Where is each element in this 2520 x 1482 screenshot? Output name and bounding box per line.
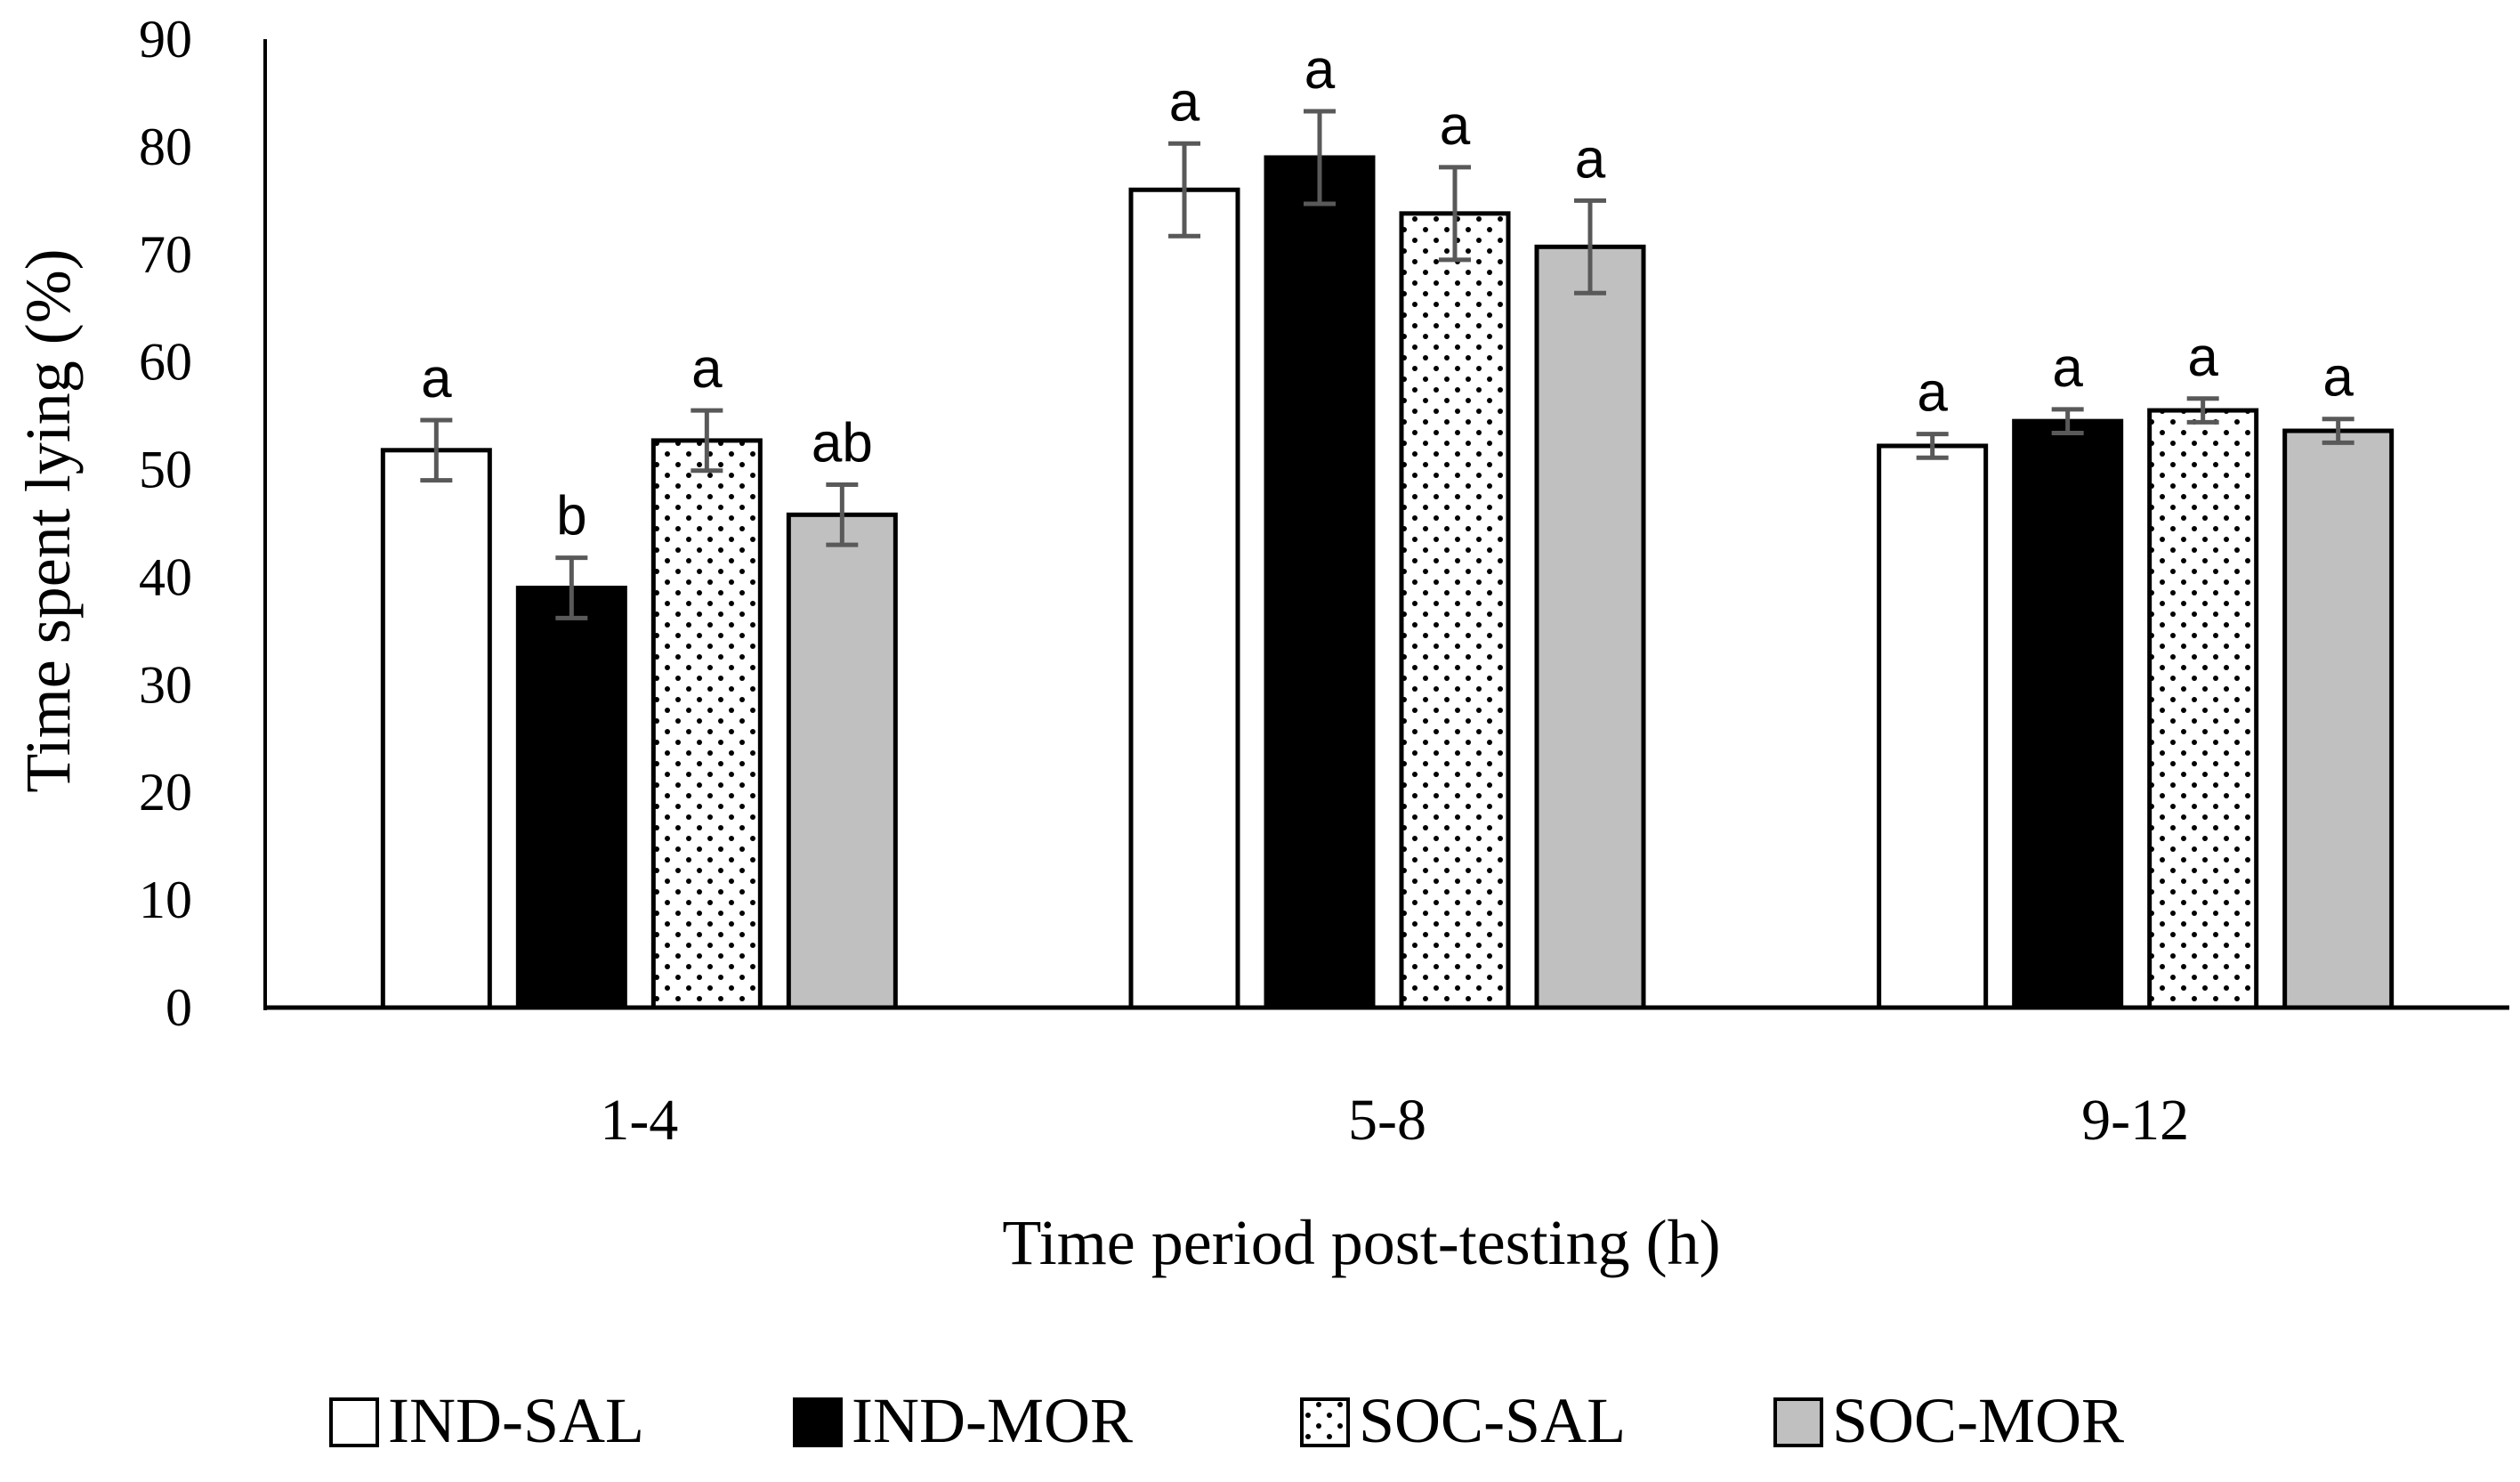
- legend-label: IND-MOR: [852, 1385, 1133, 1456]
- y-tick-label: 80: [139, 117, 192, 176]
- bar: [380, 448, 492, 1010]
- x-axis-title: Time period post-testing (h): [1002, 1207, 1720, 1278]
- significance-label: a: [1169, 71, 1200, 133]
- legend-swatch: [1300, 1397, 1350, 1447]
- legend-swatch: [793, 1397, 843, 1447]
- bar: [1399, 211, 1511, 1010]
- bar: [2147, 408, 2259, 1010]
- x-category-label: 1-4: [600, 1088, 678, 1153]
- bar: [2012, 418, 2124, 1010]
- bar: [1877, 443, 1989, 1010]
- significance-label: a: [421, 348, 452, 409]
- significance-label: a: [2052, 337, 2083, 399]
- legend-swatch: [329, 1397, 379, 1447]
- significance-label: a: [1304, 39, 1336, 101]
- bar: [650, 438, 763, 1010]
- y-tick-label: 30: [139, 655, 192, 714]
- significance-label: a: [1917, 362, 1948, 424]
- y-tick-label: 10: [139, 871, 192, 929]
- bar: [2282, 428, 2395, 1010]
- significance-label: b: [556, 486, 586, 547]
- legend-swatch: [1773, 1397, 1823, 1447]
- y-axis-title: Time spent lying (%): [12, 248, 84, 792]
- legend: IND-SAL IND-MOR SOC-SAL SOC-MOR: [329, 1385, 2124, 1456]
- bar: [1264, 155, 1376, 1010]
- y-tick-label: 70: [139, 225, 192, 284]
- bar: [515, 586, 627, 1010]
- significance-label: a: [1440, 95, 1471, 157]
- x-category-label: 5-8: [1348, 1088, 1426, 1153]
- y-tick-label: 60: [139, 333, 192, 392]
- y-tick-label: 40: [139, 547, 192, 606]
- legend-label: IND-SAL: [388, 1385, 644, 1456]
- y-tick-label: 90: [139, 10, 192, 69]
- significance-label: a: [2187, 327, 2218, 388]
- significance-label: a: [2322, 347, 2354, 409]
- bar: [786, 512, 898, 1010]
- bar: [1534, 244, 1646, 1010]
- legend-label: SOC-SAL: [1359, 1385, 1626, 1456]
- significance-label: a: [691, 338, 723, 400]
- y-tick-label: 50: [139, 441, 192, 499]
- significance-label: ab: [812, 412, 873, 474]
- legend-label: SOC-MOR: [1832, 1385, 2124, 1456]
- significance-label: a: [1575, 128, 1606, 190]
- x-category-label: 9-12: [2081, 1088, 2189, 1153]
- bar: [1128, 187, 1240, 1010]
- y-tick-label: 0: [166, 978, 192, 1037]
- y-tick-label: 20: [139, 763, 192, 822]
